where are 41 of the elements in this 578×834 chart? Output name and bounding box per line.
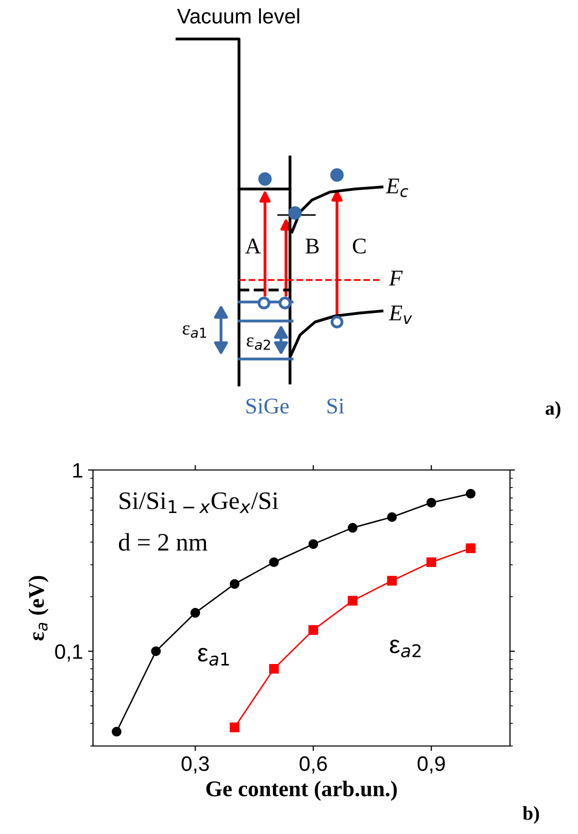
x-axis-title: Ge content (arb.un.) (206, 780, 397, 801)
x-tick-label: 0,6 (300, 756, 327, 774)
annotation: d = 2 nm (118, 533, 208, 551)
point (269, 664, 279, 674)
annotation: ε$_{a1}$ (198, 648, 229, 666)
y-tick-label: 0,1 (55, 644, 82, 662)
text: ε$_{a2}$ (246, 337, 270, 350)
point (151, 646, 161, 656)
point (426, 498, 436, 508)
annotation: Si/Si$_{1−x}$Ge$_{x}$/Si (120, 492, 278, 514)
text: E$_{c}$ (386, 178, 408, 198)
text: Vacuum level (177, 8, 300, 24)
y-axis-title: ε$_{a}$ (eV) (28, 576, 48, 641)
point (387, 576, 397, 586)
annotation: ε$_{a2}$ (390, 640, 421, 658)
x-tick-label: 0,3 (182, 756, 209, 774)
point (308, 625, 318, 635)
y-tick-label: 1 (73, 463, 82, 478)
text: b) (522, 806, 539, 824)
text: ε$_{a1}$ (182, 325, 206, 338)
x-tick-label: 0,9 (418, 756, 445, 774)
point (466, 488, 476, 499)
point (230, 579, 240, 589)
point (190, 608, 200, 618)
point (230, 722, 240, 732)
text: C (352, 238, 366, 254)
point (348, 596, 358, 606)
text: SiGe (246, 398, 289, 414)
point (426, 557, 436, 568)
point (308, 539, 318, 549)
point (466, 543, 476, 554)
text: F (388, 270, 403, 286)
text: a) (546, 401, 560, 419)
point (387, 512, 397, 522)
text: A (245, 238, 261, 254)
point (269, 557, 279, 568)
point (112, 726, 122, 737)
point (348, 522, 358, 533)
text: Si (327, 398, 344, 414)
text: E$_{v}$ (388, 306, 412, 324)
text: B (306, 238, 319, 254)
